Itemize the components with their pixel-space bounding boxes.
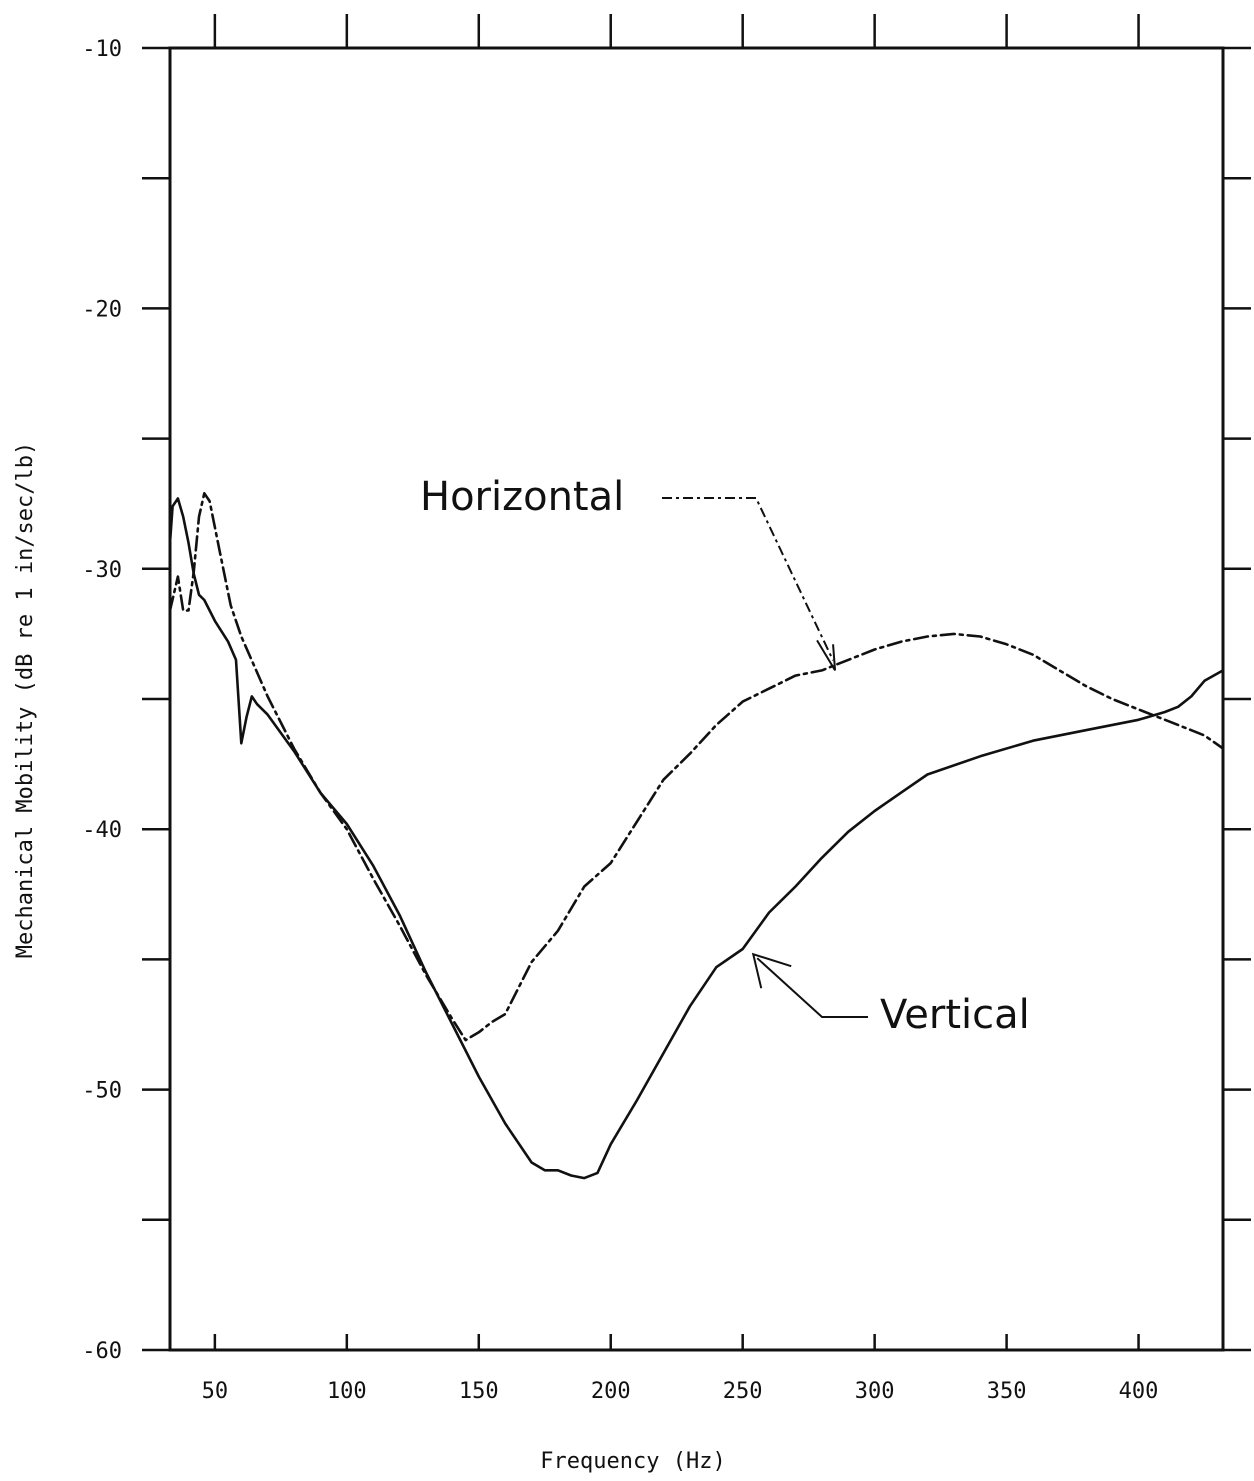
series-layer [168,491,1225,1180]
annotation-horizontal-label: Horizontal [420,474,624,520]
axis-ticks [142,14,1251,1352]
x-tick-label: 100 [327,1379,367,1404]
x-axis-title: Frequency (Hz) [540,1449,725,1474]
x-tick-label: 200 [591,1379,631,1404]
y-tick-label: -20 [82,297,122,322]
y-tick-label: -40 [82,818,122,843]
series-line-horizontal [168,491,1225,1042]
x-tick-label: 250 [723,1379,763,1404]
series-line-vertical [168,497,1225,1180]
y-tick-label: -30 [82,558,122,583]
x-tick-label: 350 [987,1379,1027,1404]
x-tick-label: 400 [1119,1379,1159,1404]
annotation-vertical-label: Vertical [880,992,1030,1038]
y-tick-label: -60 [82,1339,122,1364]
annotation-vertical-leader [756,957,868,1018]
plot-frame [168,46,1225,1352]
annotation-horizontal-arrowhead [816,639,837,671]
annotation-horizontal-leader [662,497,834,661]
y-axis-title: Mechanical Mobility (dB re 1 in/sec/lb) [13,442,38,959]
annotation-vertical-arrowhead [751,952,792,989]
x-tick-label: 300 [855,1379,895,1404]
x-tick-label: 150 [459,1379,499,1404]
axis-tick-labels: 50 100 150 200 250 300 350 400 -10 -20 -30 -40 -50 -6… [82,37,1158,1404]
annotation-layer: Horizontal Vertical [420,474,1030,1038]
y-tick-label: -10 [82,37,122,62]
x-tick-label: 50 [202,1379,229,1404]
y-tick-label: -50 [82,1079,122,1104]
